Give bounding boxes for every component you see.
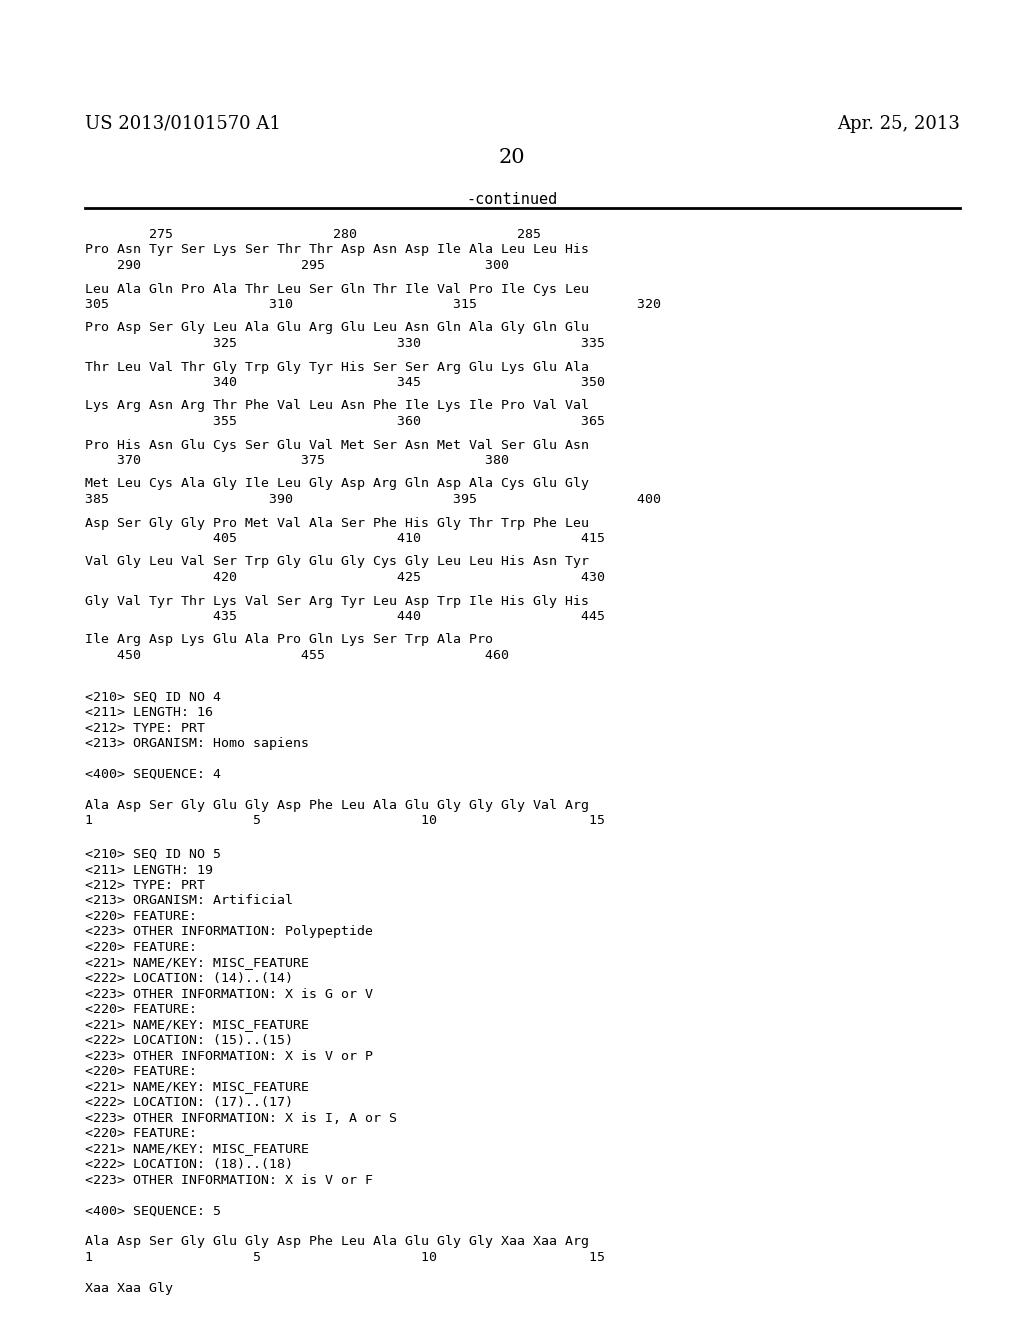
Text: US 2013/0101570 A1: US 2013/0101570 A1 — [85, 115, 281, 133]
Text: Ala Asp Ser Gly Glu Gly Asp Phe Leu Ala Glu Gly Gly Xaa Xaa Arg: Ala Asp Ser Gly Glu Gly Asp Phe Leu Ala … — [85, 1236, 589, 1249]
Text: Gly Val Tyr Thr Lys Val Ser Arg Tyr Leu Asp Trp Ile His Gly His: Gly Val Tyr Thr Lys Val Ser Arg Tyr Leu … — [85, 594, 589, 607]
Text: <223> OTHER INFORMATION: X is V or P: <223> OTHER INFORMATION: X is V or P — [85, 1049, 373, 1063]
Text: Ile Arg Asp Lys Glu Ala Pro Gln Lys Ser Trp Ala Pro: Ile Arg Asp Lys Glu Ala Pro Gln Lys Ser … — [85, 634, 493, 647]
Text: Xaa Xaa Gly: Xaa Xaa Gly — [85, 1282, 173, 1295]
Text: 1                    5                    10                   15: 1 5 10 15 — [85, 1251, 605, 1265]
Text: 305                    310                    315                    320: 305 310 315 320 — [85, 298, 662, 312]
Text: <400> SEQUENCE: 5: <400> SEQUENCE: 5 — [85, 1204, 221, 1217]
Text: <212> TYPE: PRT: <212> TYPE: PRT — [85, 879, 205, 892]
Text: <220> FEATURE:: <220> FEATURE: — [85, 909, 197, 923]
Text: <220> FEATURE:: <220> FEATURE: — [85, 1003, 197, 1016]
Text: 20: 20 — [499, 148, 525, 168]
Text: Thr Leu Val Thr Gly Trp Gly Tyr His Ser Ser Arg Glu Lys Glu Ala: Thr Leu Val Thr Gly Trp Gly Tyr His Ser … — [85, 360, 589, 374]
Text: Ala Asp Ser Gly Glu Gly Asp Phe Leu Ala Glu Gly Gly Gly Val Arg: Ala Asp Ser Gly Glu Gly Asp Phe Leu Ala … — [85, 799, 589, 812]
Text: Val Gly Leu Val Ser Trp Gly Glu Gly Cys Gly Leu Leu His Asn Tyr: Val Gly Leu Val Ser Trp Gly Glu Gly Cys … — [85, 556, 589, 569]
Text: <223> OTHER INFORMATION: Polypeptide: <223> OTHER INFORMATION: Polypeptide — [85, 925, 373, 939]
Text: <220> FEATURE:: <220> FEATURE: — [85, 1065, 197, 1078]
Text: <222> LOCATION: (15)..(15): <222> LOCATION: (15)..(15) — [85, 1034, 293, 1047]
Text: Pro Asn Tyr Ser Lys Ser Thr Thr Asp Asn Asp Ile Ala Leu Leu His: Pro Asn Tyr Ser Lys Ser Thr Thr Asp Asn … — [85, 243, 589, 256]
Text: <222> LOCATION: (18)..(18): <222> LOCATION: (18)..(18) — [85, 1158, 293, 1171]
Text: 275                    280                    285: 275 280 285 — [85, 228, 541, 242]
Text: Pro His Asn Glu Cys Ser Glu Val Met Ser Asn Met Val Ser Glu Asn: Pro His Asn Glu Cys Ser Glu Val Met Ser … — [85, 438, 589, 451]
Text: <212> TYPE: PRT: <212> TYPE: PRT — [85, 722, 205, 734]
Text: <400> SEQUENCE: 4: <400> SEQUENCE: 4 — [85, 768, 221, 781]
Text: <210> SEQ ID NO 5: <210> SEQ ID NO 5 — [85, 847, 221, 861]
Text: 325                    330                    335: 325 330 335 — [85, 337, 605, 350]
Text: <211> LENGTH: 19: <211> LENGTH: 19 — [85, 863, 213, 876]
Text: 370                    375                    380: 370 375 380 — [85, 454, 509, 467]
Text: <211> LENGTH: 16: <211> LENGTH: 16 — [85, 706, 213, 719]
Text: 340                    345                    350: 340 345 350 — [85, 376, 605, 389]
Text: <223> OTHER INFORMATION: X is G or V: <223> OTHER INFORMATION: X is G or V — [85, 987, 373, 1001]
Text: <222> LOCATION: (17)..(17): <222> LOCATION: (17)..(17) — [85, 1096, 293, 1109]
Text: Apr. 25, 2013: Apr. 25, 2013 — [838, 115, 961, 133]
Text: <220> FEATURE:: <220> FEATURE: — [85, 941, 197, 954]
Text: 290                    295                    300: 290 295 300 — [85, 259, 509, 272]
Text: Asp Ser Gly Gly Pro Met Val Ala Ser Phe His Gly Thr Trp Phe Leu: Asp Ser Gly Gly Pro Met Val Ala Ser Phe … — [85, 516, 589, 529]
Text: <223> OTHER INFORMATION: X is I, A or S: <223> OTHER INFORMATION: X is I, A or S — [85, 1111, 397, 1125]
Text: <221> NAME/KEY: MISC_FEATURE: <221> NAME/KEY: MISC_FEATURE — [85, 957, 309, 969]
Text: Lys Arg Asn Arg Thr Phe Val Leu Asn Phe Ile Lys Ile Pro Val Val: Lys Arg Asn Arg Thr Phe Val Leu Asn Phe … — [85, 400, 589, 412]
Text: <221> NAME/KEY: MISC_FEATURE: <221> NAME/KEY: MISC_FEATURE — [85, 1081, 309, 1093]
Text: <213> ORGANISM: Homo sapiens: <213> ORGANISM: Homo sapiens — [85, 737, 309, 750]
Text: Pro Asp Ser Gly Leu Ala Glu Arg Glu Leu Asn Gln Ala Gly Gln Glu: Pro Asp Ser Gly Leu Ala Glu Arg Glu Leu … — [85, 322, 589, 334]
Text: 385                    390                    395                    400: 385 390 395 400 — [85, 492, 662, 506]
Text: 450                    455                    460: 450 455 460 — [85, 649, 509, 663]
Text: <222> LOCATION: (14)..(14): <222> LOCATION: (14)..(14) — [85, 972, 293, 985]
Text: 1                    5                    10                   15: 1 5 10 15 — [85, 814, 605, 828]
Text: <220> FEATURE:: <220> FEATURE: — [85, 1127, 197, 1140]
Text: 355                    360                    365: 355 360 365 — [85, 414, 605, 428]
Text: <210> SEQ ID NO 4: <210> SEQ ID NO 4 — [85, 690, 221, 704]
Text: <221> NAME/KEY: MISC_FEATURE: <221> NAME/KEY: MISC_FEATURE — [85, 1143, 309, 1155]
Text: <221> NAME/KEY: MISC_FEATURE: <221> NAME/KEY: MISC_FEATURE — [85, 1019, 309, 1031]
Text: <223> OTHER INFORMATION: X is V or F: <223> OTHER INFORMATION: X is V or F — [85, 1173, 373, 1187]
Text: Leu Ala Gln Pro Ala Thr Leu Ser Gln Thr Ile Val Pro Ile Cys Leu: Leu Ala Gln Pro Ala Thr Leu Ser Gln Thr … — [85, 282, 589, 296]
Text: -continued: -continued — [466, 191, 558, 207]
Text: 420                    425                    430: 420 425 430 — [85, 572, 605, 583]
Text: Met Leu Cys Ala Gly Ile Leu Gly Asp Arg Gln Asp Ala Cys Glu Gly: Met Leu Cys Ala Gly Ile Leu Gly Asp Arg … — [85, 478, 589, 491]
Text: 405                    410                    415: 405 410 415 — [85, 532, 605, 545]
Text: 435                    440                    445: 435 440 445 — [85, 610, 605, 623]
Text: <213> ORGANISM: Artificial: <213> ORGANISM: Artificial — [85, 895, 293, 908]
